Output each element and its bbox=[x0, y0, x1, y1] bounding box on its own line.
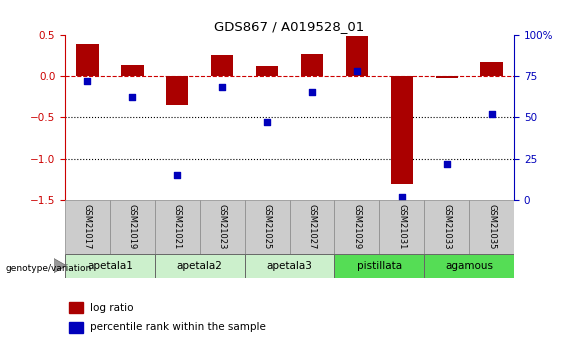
Bar bbox=[245, 254, 334, 278]
Bar bbox=[424, 200, 469, 254]
Point bbox=[83, 78, 92, 83]
Point bbox=[128, 95, 137, 100]
Text: pistillata: pistillata bbox=[357, 261, 402, 270]
Text: GSM21027: GSM21027 bbox=[307, 204, 316, 249]
Bar bbox=[469, 200, 514, 254]
Bar bbox=[334, 254, 424, 278]
Bar bbox=[121, 65, 144, 76]
Polygon shape bbox=[54, 258, 67, 273]
Text: GSM21035: GSM21035 bbox=[487, 204, 496, 249]
Text: GSM21017: GSM21017 bbox=[83, 204, 92, 249]
Bar bbox=[334, 200, 380, 254]
Point bbox=[442, 161, 451, 166]
Bar bbox=[155, 254, 245, 278]
Bar bbox=[155, 200, 200, 254]
Text: GSM21025: GSM21025 bbox=[263, 204, 272, 249]
Bar bbox=[110, 200, 155, 254]
Text: GSM21019: GSM21019 bbox=[128, 204, 137, 249]
Bar bbox=[301, 53, 323, 76]
Text: genotype/variation: genotype/variation bbox=[6, 264, 92, 273]
Bar bbox=[76, 45, 99, 76]
Point bbox=[218, 85, 227, 90]
Bar bbox=[289, 200, 334, 254]
Point bbox=[353, 68, 362, 74]
Point bbox=[487, 111, 496, 117]
Text: GSM21033: GSM21033 bbox=[442, 204, 451, 249]
Bar bbox=[245, 200, 289, 254]
Text: apetala2: apetala2 bbox=[177, 261, 223, 270]
Text: percentile rank within the sample: percentile rank within the sample bbox=[90, 322, 266, 332]
Point bbox=[307, 90, 316, 95]
Bar bbox=[390, 76, 413, 184]
Bar bbox=[211, 55, 233, 76]
Point bbox=[263, 119, 272, 125]
Bar bbox=[69, 322, 83, 333]
Text: apetala3: apetala3 bbox=[267, 261, 312, 270]
Bar bbox=[200, 200, 245, 254]
Bar bbox=[256, 66, 279, 76]
Text: log ratio: log ratio bbox=[90, 303, 133, 313]
Bar bbox=[65, 254, 155, 278]
Text: GSM21031: GSM21031 bbox=[397, 204, 406, 249]
Bar bbox=[480, 62, 503, 76]
Text: GSM21029: GSM21029 bbox=[353, 204, 362, 249]
Bar bbox=[69, 302, 83, 313]
Point bbox=[397, 194, 406, 199]
Bar bbox=[436, 76, 458, 78]
Bar bbox=[65, 200, 110, 254]
Bar bbox=[424, 254, 514, 278]
Title: GDS867 / A019528_01: GDS867 / A019528_01 bbox=[215, 20, 364, 33]
Point bbox=[173, 172, 182, 178]
Text: GSM21023: GSM21023 bbox=[218, 204, 227, 249]
Text: apetala1: apetala1 bbox=[87, 261, 133, 270]
Text: agamous: agamous bbox=[445, 261, 493, 270]
Bar bbox=[166, 76, 189, 105]
Bar bbox=[346, 36, 368, 76]
Text: GSM21021: GSM21021 bbox=[173, 204, 182, 249]
Bar bbox=[380, 200, 424, 254]
